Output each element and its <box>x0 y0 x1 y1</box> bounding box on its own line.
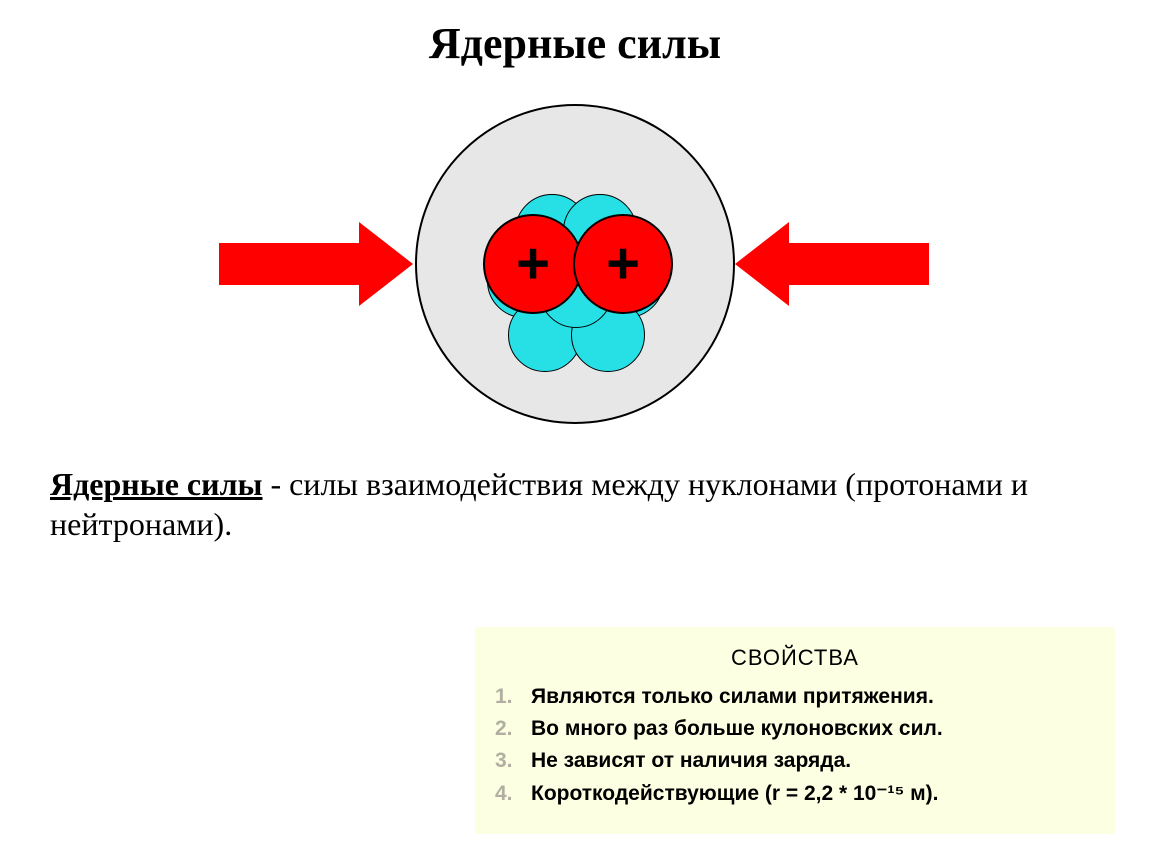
property-item: 1. Являются только силами притяжения. <box>495 685 1095 709</box>
force-arrow-left <box>219 222 413 306</box>
property-number: 1. <box>495 685 517 709</box>
property-item: 4. Короткодействующие (r = 2,2 * 10⁻¹⁵ м)… <box>495 781 1095 806</box>
property-number: 3. <box>495 749 517 773</box>
property-text: Во много раз больше кулоновских сил. <box>531 717 943 741</box>
page-title: Ядерные силы <box>0 0 1150 69</box>
plus-icon: + <box>606 235 640 293</box>
definition-term: Ядерные силы <box>50 466 263 502</box>
proton: + <box>483 214 583 314</box>
property-item: 3. Не зависят от наличия заряда. <box>495 749 1095 773</box>
property-item: 2. Во много раз больше кулоновских сил. <box>495 717 1095 741</box>
properties-list: 1. Являются только силами притяжения. 2. Во… <box>495 685 1095 806</box>
properties-box: СВОЙСТВА 1. Являются только силами притяж… <box>475 627 1115 834</box>
property-text: Являются только силами притяжения. <box>531 685 934 709</box>
property-text: Не зависят от наличия заряда. <box>531 749 851 773</box>
property-text: Короткодействующие (r = 2,2 * 10⁻¹⁵ м). <box>531 781 939 806</box>
property-number: 2. <box>495 717 517 741</box>
proton: + <box>573 214 673 314</box>
definition-text: Ядерные силы - силы взаимодействия между… <box>50 464 1100 544</box>
plus-icon: + <box>516 235 550 293</box>
force-arrow-right <box>735 222 929 306</box>
properties-title: СВОЙСТВА <box>495 645 1095 671</box>
property-number: 4. <box>495 782 517 806</box>
nucleus-diagram: ++ <box>0 94 1150 434</box>
